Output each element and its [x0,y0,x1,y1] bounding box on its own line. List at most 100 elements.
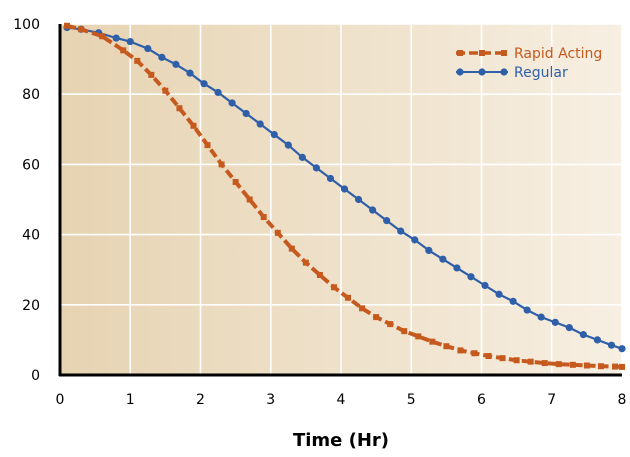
data-point-regular [270,130,278,139]
legend-marker [478,68,486,76]
data-point-regular [481,281,489,290]
x-tick-label: 2 [196,392,205,408]
data-point-regular [242,109,250,118]
data-point-regular [425,246,433,254]
data-point-rapid-acting [190,122,197,129]
data-point-rapid-acting [232,178,239,185]
data-point-regular [326,174,335,183]
data-point-rapid-acting [611,363,618,370]
data-point-rapid-acting [471,350,478,357]
x-tick-label: 1 [126,392,135,408]
data-point-regular [593,336,602,344]
y-axis-ticks: 0 20 40 60 80 100 [13,17,40,384]
data-point-rapid-acting [246,196,253,203]
data-point-rapid-acting [176,105,183,112]
data-point-regular [256,120,264,128]
data-point-regular [579,331,587,339]
data-point-rapid-acting [387,321,394,328]
data-point-rapid-acting [316,271,323,278]
data-point-regular [565,324,573,332]
data-point-rapid-acting [99,33,106,40]
data-point-regular [467,273,475,281]
grid-lines [60,23,623,375]
legend-item-rapid-acting: Rapid Acting [456,46,602,62]
series-regular [63,23,626,353]
series-rapid-acting [64,22,625,370]
data-point-regular [112,34,120,42]
data-point-regular [312,164,321,172]
data-point-rapid-acting [288,245,295,252]
data-point-regular [186,69,194,77]
x-tick-label: 3 [266,392,275,408]
data-point-rapid-acting [541,360,548,367]
x-axis-ticks: 0 1 2 3 4 5 6 7 8 [56,392,627,408]
x-tick-label: 7 [547,392,556,408]
series-line-regular [66,26,623,350]
x-tick-label: 8 [618,392,627,408]
legend-marker [457,50,463,56]
legend-marker [479,50,485,56]
series-line-rapid-acting [66,23,623,369]
data-point-rapid-acting [134,57,141,64]
data-point-regular [284,141,292,149]
legend-marker [501,50,507,56]
data-point-regular [144,44,152,53]
data-point-regular [551,318,559,326]
data-point-rapid-acting [401,328,408,335]
data-point-regular [453,264,461,272]
x-tick-label: 5 [407,392,416,408]
legend: Rapid Acting Regular [456,46,602,81]
data-point-rapid-acting [218,161,225,168]
data-point-regular [214,88,222,97]
data-point-rapid-acting [204,142,211,149]
data-point-rapid-acting [330,284,337,291]
data-point-regular [523,306,531,314]
data-point-regular [228,99,236,107]
x-tick-label: 4 [337,392,346,408]
legend-label: Regular [514,65,568,81]
data-point-rapid-acting [619,363,625,370]
data-point-rapid-acting [555,361,562,368]
legend-label: Rapid Acting [514,46,602,62]
data-point-regular [126,37,134,46]
data-point-regular [369,206,377,214]
y-tick-label: 20 [22,298,40,314]
data-point-rapid-acting [597,363,604,370]
x-tick-label: 0 [56,392,65,408]
data-point-regular [439,255,447,263]
data-point-regular [495,290,503,298]
axes [58,24,622,377]
data-point-rapid-acting [274,229,281,236]
data-point-regular [158,53,166,61]
data-point-rapid-acting [162,87,169,94]
data-point-regular [509,297,517,305]
y-tick-label: 100 [13,17,40,33]
legend-item-regular: Regular [456,65,568,81]
data-point-rapid-acting [359,305,366,312]
data-point-rapid-acting [78,26,85,33]
data-point-rapid-acting [120,47,127,54]
x-axis-title: Time (Hr) [293,430,389,451]
data-point-rapid-acting [260,214,267,221]
data-point-regular [354,195,363,204]
data-point-rapid-acting [415,333,422,340]
data-point-rapid-acting [443,343,450,350]
data-point-rapid-acting [64,22,71,29]
data-point-rapid-acting [373,314,380,321]
data-point-regular [411,236,419,244]
data-point-rapid-acting [569,361,576,368]
y-tick-label: 0 [31,368,40,384]
x-tick-label: 6 [477,392,486,408]
data-point-rapid-acting [485,353,492,360]
data-point-regular [607,341,616,349]
y-tick-label: 80 [22,87,40,103]
data-point-rapid-acting [148,71,155,78]
data-point-regular [397,227,405,235]
data-point-regular [200,80,208,88]
data-point-rapid-acting [527,358,534,365]
data-point-regular [340,185,349,193]
data-point-regular [383,216,391,225]
data-point-rapid-acting [429,338,436,345]
legend-marker [500,68,508,76]
